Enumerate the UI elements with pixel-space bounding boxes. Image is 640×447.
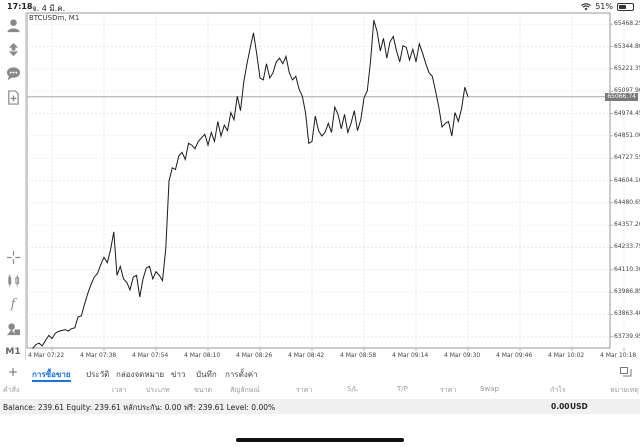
chat-icon[interactable]	[3, 63, 23, 83]
tab-trade[interactable]: การซื้อขาย	[32, 370, 71, 382]
col-comment: หมายเหตุ	[610, 386, 639, 394]
add-order-button[interactable]: +	[8, 365, 19, 379]
time-label: 4 Mar 10:18	[600, 352, 637, 359]
wifi-icon	[581, 2, 592, 10]
indicators-icon[interactable]	[3, 270, 23, 290]
orders-table-header: คำสั่ง เวลา ประเภท ขนาด สัญลักษณ์ ราคา S…	[0, 384, 640, 396]
chart-title: BTCUSDm, M1	[29, 14, 80, 22]
col-order: คำสั่ง	[3, 386, 20, 394]
time-label: 4 Mar 08:10	[184, 352, 221, 359]
objects-icon[interactable]	[3, 318, 23, 338]
plot-frame	[26, 12, 611, 349]
time-label: 4 Mar 07:38	[80, 352, 117, 359]
price-label: 63986.85	[614, 288, 640, 296]
tab-history[interactable]: ประวัติ	[86, 370, 110, 379]
total-profit: 0.00	[551, 402, 570, 411]
timeframe-button[interactable]: M1	[3, 342, 23, 362]
balance-row: Balance: 239.61 Equity: 239.61 หลักประกั…	[0, 399, 640, 414]
function-icon[interactable]: f	[10, 296, 16, 312]
col-swap: Swap	[480, 385, 499, 393]
price-label: 64480.65	[614, 198, 640, 206]
price-label: 64974.45	[614, 109, 640, 117]
current-price-tag: 65066.74	[605, 92, 638, 101]
col-time: เวลา	[112, 386, 127, 394]
price-label: 64357.20	[614, 221, 640, 229]
time-label: 4 Mar 09:14	[392, 352, 429, 359]
price-label: 63739.95	[614, 332, 640, 340]
price-label: 63863.40	[614, 310, 640, 318]
col-profit: กำไร	[550, 386, 566, 394]
status-time: 17:18	[7, 2, 33, 11]
price-label: 64604.10	[614, 176, 640, 184]
status-right: 51%	[581, 2, 634, 11]
left-toolbar: f M1	[0, 12, 26, 360]
tab-news[interactable]: ข่าว	[171, 370, 186, 379]
terminal-tabs: + การซื้อขาย ประวัติ กล่องจดหมาย ข่าว บั…	[0, 365, 640, 382]
col-symbol: สัญลักษณ์	[230, 386, 260, 394]
price-label: 64233.75	[614, 243, 640, 251]
time-label: 4 Mar 08:42	[288, 352, 325, 359]
battery-icon	[617, 2, 634, 11]
tab-mailbox[interactable]: กล่องจดหมาย	[116, 370, 165, 379]
battery-percent: 51%	[595, 2, 613, 11]
status-date: จ. 4 มี.ค.	[32, 4, 66, 13]
add-chart-icon[interactable]	[3, 87, 23, 107]
price-label: 65344.80	[614, 42, 640, 50]
time-label: 4 Mar 07:54	[132, 352, 169, 359]
timeframe-label: M1	[5, 347, 21, 357]
col-type: ประเภท	[146, 386, 170, 394]
layout-icon[interactable]	[620, 367, 632, 378]
col-price: ราคา	[296, 386, 313, 394]
price-label: 64727.55	[614, 154, 640, 162]
tab-journal[interactable]: บันทึก	[196, 370, 217, 379]
status-bar: 17:18 จ. 4 มี.ค. 51%	[0, 0, 640, 14]
col-tp: T/P	[397, 385, 408, 393]
price-series-line	[32, 20, 469, 349]
time-label: 4 Mar 07:22	[28, 352, 65, 359]
balance-summary: Balance: 239.61 Equity: 239.61 หลักประกั…	[3, 403, 276, 412]
chart-canvas[interactable]	[26, 12, 640, 360]
time-label: 4 Mar 08:58	[340, 352, 377, 359]
time-label: 4 Mar 10:02	[548, 352, 585, 359]
col-volume: ขนาด	[194, 386, 213, 394]
account-icon[interactable]	[3, 15, 23, 35]
time-label: 4 Mar 08:26	[236, 352, 273, 359]
price-label: 65468.25	[614, 20, 640, 28]
price-label: 64110.30	[614, 265, 640, 273]
col-current-price: ราคา	[440, 386, 457, 394]
price-label: 64851.00	[614, 131, 640, 139]
crosshair-icon[interactable]	[3, 247, 23, 267]
account-currency: USD	[570, 402, 588, 411]
tab-settings[interactable]: การตั้งค่า	[225, 370, 258, 379]
price-chart[interactable]: BTCUSDm, M1 65468.25 65344.80 65221.35 6509…	[26, 12, 640, 360]
col-sl: S/L	[347, 385, 358, 393]
time-label: 4 Mar 09:30	[444, 352, 481, 359]
trade-icon[interactable]	[3, 39, 23, 59]
time-label: 4 Mar 09:46	[496, 352, 533, 359]
home-indicator	[236, 438, 404, 442]
price-label: 65221.35	[614, 64, 640, 72]
price-label: 65097.90	[614, 87, 640, 95]
